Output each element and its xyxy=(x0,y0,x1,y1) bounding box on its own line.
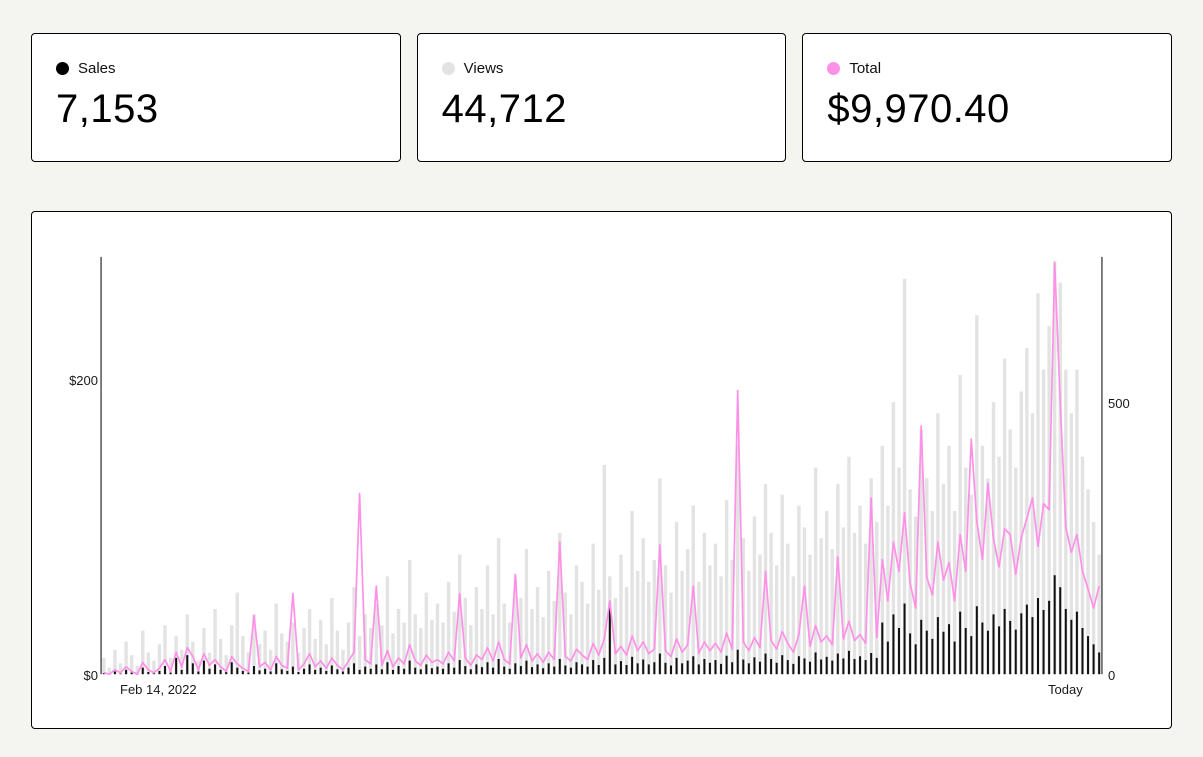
total-line xyxy=(103,261,1100,676)
sales-stat-card[interactable]: Sales 7,153 xyxy=(31,33,401,162)
right-axis-tick-500: 500 xyxy=(1108,396,1130,411)
views-card-value: 44,712 xyxy=(441,87,568,131)
total-card-label: Total xyxy=(849,60,882,77)
views-bars xyxy=(102,260,1101,675)
x-axis-end-label: Today xyxy=(1048,682,1083,697)
x-axis-start-label: Feb 14, 2022 xyxy=(120,682,197,697)
sales-bars xyxy=(102,575,1101,675)
sales-legend-dot-icon xyxy=(56,62,69,75)
total-legend-dot-icon xyxy=(827,62,841,75)
sales-card-label: Sales xyxy=(78,60,116,77)
views-legend-dot-icon xyxy=(441,62,455,75)
total-card-value: $9,970.40 xyxy=(827,87,1010,131)
sales-views-total-chart[interactable]: $200 $0 500 0 Feb 14, 2022 Today xyxy=(31,211,1172,729)
views-card-label: Views xyxy=(463,60,504,77)
total-card-header: Total xyxy=(827,60,1147,77)
views-stat-card[interactable]: Views 44,712 xyxy=(416,33,787,162)
stat-cards-row: Sales 7,153 Views 44,712 Total $9,970.40 xyxy=(0,0,1203,162)
left-axis-tick-0: $0 xyxy=(83,668,98,683)
left-axis-tick-200: $200 xyxy=(69,373,98,388)
chart-canvas[interactable] xyxy=(32,212,1171,728)
sales-card-value: 7,153 xyxy=(56,87,159,131)
views-card-header: Views xyxy=(441,60,762,77)
right-axis-tick-0: 0 xyxy=(1108,668,1116,683)
total-stat-card[interactable]: Total $9,970.40 xyxy=(802,33,1173,162)
sales-card-header: Sales xyxy=(56,60,376,77)
